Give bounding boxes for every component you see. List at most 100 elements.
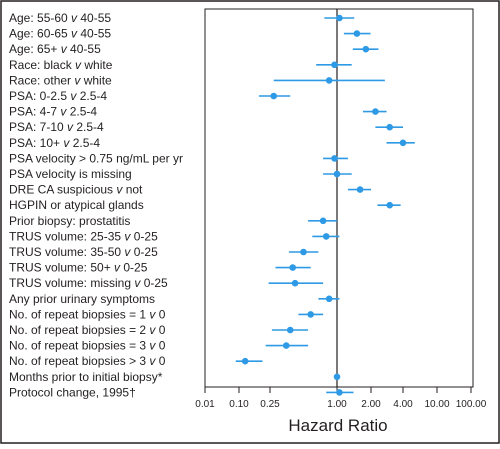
- row-label: No. of repeat biopsies = 2 v 0: [9, 323, 166, 337]
- hazard-ratio-point: [333, 373, 341, 381]
- row-label-text: PSA: 10+: [9, 136, 63, 150]
- row-label-text: PSA: 4-7: [9, 105, 60, 119]
- row-label-text: Race: other: [9, 73, 74, 87]
- row-label: Age: 60-65 v 40-55: [9, 27, 111, 41]
- hazard-ratio-point: [270, 92, 278, 100]
- x-tick-label: 0.01: [195, 399, 215, 410]
- x-tick-label: 0.10: [229, 399, 249, 410]
- row-label-italic: v: [124, 245, 131, 259]
- row-label-text: TRUS volume: 25-35: [9, 229, 124, 243]
- row-label: No. of repeat biopsies = 3 v 0: [9, 339, 166, 353]
- row-label-text: PSA: 0-2.5: [9, 89, 70, 103]
- row-label: Race: black v white: [9, 58, 113, 72]
- hazard-ratio-point: [291, 279, 299, 287]
- row-label-tail: 2.5-4: [73, 120, 104, 134]
- hazard-ratio-point: [289, 264, 297, 271]
- row-label-text: TRUS volume: 35-50: [9, 245, 124, 259]
- row-label-tail: 40-55: [77, 27, 111, 41]
- hazard-ratio-point: [286, 326, 294, 334]
- x-tick-label: 10.00: [424, 399, 449, 410]
- row-label-tail: 0: [155, 339, 165, 353]
- row-label-italic: v: [71, 27, 78, 41]
- row-label-text: Protocol change, 1995†: [9, 385, 136, 399]
- row-label-italic: v: [63, 136, 70, 150]
- row-label-text: PSA velocity is missing: [9, 167, 132, 181]
- hazard-ratio-point: [300, 248, 307, 256]
- row-label: No. of repeat biopsies > 3 v 0: [9, 354, 166, 368]
- row-label-text: TRUS volume: missing: [9, 276, 134, 290]
- row-label-text: PSA velocity > 0.75 ng/mL per yr: [9, 151, 183, 165]
- x-tick-label: 0.25: [260, 399, 280, 410]
- hazard-ratio-point: [353, 30, 361, 37]
- row-label-tail: 0-25: [130, 245, 158, 259]
- hazard-ratio-point: [331, 61, 338, 69]
- row-label-tail: white: [80, 73, 112, 87]
- row-label: TRUS volume: 25-35 v 0-25: [9, 229, 158, 243]
- hazard-ratio-point: [325, 295, 333, 303]
- hazard-ratio-point: [336, 389, 343, 396]
- row-label: Race: other v white: [9, 73, 112, 87]
- row-label-tail: 0: [155, 354, 165, 368]
- row-label-italic: v: [149, 354, 156, 368]
- row-label-text: Any prior urinary symptoms: [9, 292, 155, 306]
- hazard-ratio-point: [319, 217, 327, 225]
- row-label: Age: 65+ v 40-55: [9, 42, 101, 56]
- hazard-ratio-point: [307, 311, 314, 318]
- row-label-tail: 0: [155, 307, 165, 321]
- hazard-ratio-point: [241, 357, 249, 365]
- row-label-italic: v: [70, 89, 77, 103]
- row-label-text: PSA: 7-10: [9, 120, 67, 134]
- row-label-italic: v: [116, 183, 123, 197]
- hazard-ratio-point: [336, 14, 343, 22]
- hazard-ratio-point: [325, 77, 333, 84]
- row-label-text: Months prior to initial biopsy*: [9, 370, 163, 384]
- row-label: DRE CA suspicious v not: [9, 183, 143, 197]
- row-label-italic: v: [149, 323, 156, 337]
- x-axis-title: Hazard Ratio: [288, 416, 387, 435]
- row-label-text: Age: 55-60: [9, 11, 71, 25]
- row-label: HGPIN or atypical glands: [9, 198, 144, 212]
- hazard-ratio-point: [333, 170, 341, 178]
- row-label-tail: not: [122, 183, 143, 197]
- row-label-tail: 0-25: [140, 276, 168, 290]
- row-label-text: DRE CA suspicious: [9, 183, 116, 197]
- row-label-tail: 0-25: [120, 261, 148, 275]
- row-label-tail: 2.5-4: [69, 136, 100, 150]
- row-label-tail: white: [81, 58, 113, 72]
- row-label: Any prior urinary symptoms: [9, 292, 155, 306]
- x-tick-label: 100.00: [456, 399, 487, 410]
- row-label-italic: v: [124, 229, 131, 243]
- x-tick-label: 2.00: [361, 399, 381, 410]
- x-tick-label: 1.00: [327, 399, 347, 410]
- row-label: Prior biopsy: prostatitis: [9, 214, 130, 228]
- row-label-text: No. of repeat biopsies = 3: [9, 339, 149, 353]
- row-label: TRUS volume: 35-50 v 0-25: [9, 245, 158, 259]
- row-label-italic: v: [74, 73, 81, 87]
- row-label: Months prior to initial biopsy*: [9, 370, 163, 384]
- row-label-text: Age: 65+: [9, 42, 61, 56]
- hazard-ratio-point: [331, 155, 338, 162]
- row-label-tail: 0-25: [130, 229, 158, 243]
- row-label-italic: v: [149, 339, 156, 353]
- row-label-tail: 40-55: [77, 11, 111, 25]
- row-label: TRUS volume: missing v 0-25: [9, 276, 168, 290]
- row-label: Protocol change, 1995†: [9, 385, 136, 399]
- row-label-italic: v: [71, 11, 78, 25]
- hazard-ratio-point: [322, 233, 330, 240]
- row-label-tail: 2.5-4: [76, 89, 107, 103]
- row-label-text: No. of repeat biopsies = 1: [9, 307, 149, 321]
- hazard-ratio-point: [399, 139, 407, 147]
- x-tick-label: 4.00: [393, 399, 413, 410]
- row-label-italic: v: [134, 276, 141, 290]
- row-label-text: Prior biopsy: prostatitis: [9, 214, 130, 228]
- hazard-ratio-point: [386, 123, 394, 131]
- row-label-text: No. of repeat biopsies > 3: [9, 354, 149, 368]
- row-label-tail: 0: [155, 323, 165, 337]
- row-label-italic: v: [60, 105, 67, 119]
- row-label-tail: 2.5-4: [66, 105, 97, 119]
- row-label-italic: v: [114, 261, 121, 275]
- hazard-ratio-point: [372, 108, 379, 115]
